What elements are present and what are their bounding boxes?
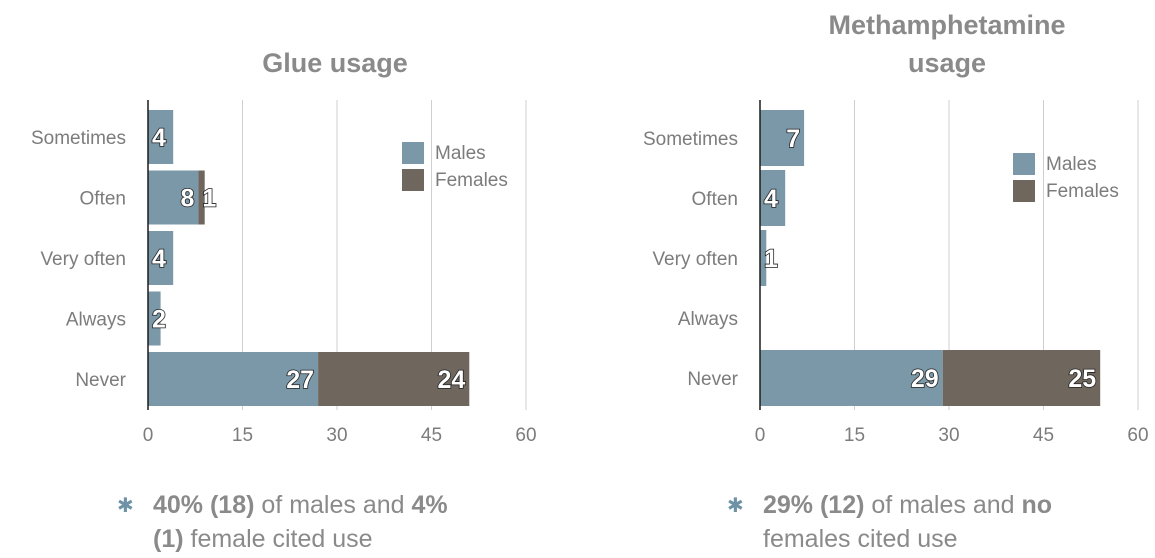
bar-males bbox=[148, 170, 199, 225]
note-text-1: of males and bbox=[254, 491, 412, 519]
note-text-2: females cited use bbox=[763, 525, 958, 553]
chart-title: Glue usage bbox=[140, 44, 530, 82]
x-tick-label: 60 bbox=[515, 425, 536, 446]
legend-label: Females bbox=[1046, 181, 1119, 202]
data-label: 25 bbox=[1068, 365, 1096, 393]
bar-females bbox=[198, 170, 205, 225]
category-label: Always bbox=[678, 309, 738, 330]
bar-females bbox=[318, 352, 470, 406]
x-tick-label: 60 bbox=[1127, 425, 1148, 446]
bar-males bbox=[760, 230, 767, 286]
x-tick-label: 30 bbox=[326, 425, 347, 446]
x-tick-label: 0 bbox=[143, 425, 154, 446]
bar-males bbox=[148, 352, 319, 406]
methamphetamine-usage-chart: 7 4 1 29 25 Sometimes Often Very often Always Nev… bbox=[643, 100, 1149, 446]
category-label: Always bbox=[66, 310, 126, 331]
note-line-1: 29% (12) of males and no bbox=[763, 486, 1052, 524]
legend-swatch-males bbox=[402, 142, 424, 164]
bar-males bbox=[148, 110, 174, 164]
glue-usage-chart: 4 8 1 4 2 27 24 Sometimes Often Very often Always N… bbox=[31, 100, 537, 446]
note-bold-1: 29% (12) bbox=[763, 491, 865, 519]
note-text-2: female cited use bbox=[183, 525, 373, 553]
x-tick-label: 0 bbox=[755, 425, 766, 446]
note-line-2: females cited use bbox=[763, 520, 958, 558]
x-tick-label: 30 bbox=[938, 425, 959, 446]
data-label: 7 bbox=[786, 125, 800, 153]
data-label: 8 bbox=[180, 185, 194, 213]
category-label: Very often bbox=[40, 249, 126, 270]
legend-swatch-females bbox=[1013, 180, 1035, 202]
data-label: 24 bbox=[437, 366, 465, 394]
category-label: Sometimes bbox=[31, 128, 126, 149]
category-label: Very often bbox=[652, 249, 738, 270]
bar-males bbox=[760, 170, 786, 226]
legend-label: Males bbox=[1046, 154, 1097, 175]
data-label: 27 bbox=[286, 366, 314, 394]
data-label: 29 bbox=[911, 365, 939, 393]
category-label: Often bbox=[692, 189, 738, 210]
x-tick-label: 15 bbox=[232, 425, 253, 446]
note-line-2: (1) female cited use bbox=[153, 520, 373, 558]
legend-label: Females bbox=[435, 170, 508, 191]
chart-title-line-1: Methamphetamine bbox=[828, 10, 1066, 40]
category-label: Never bbox=[75, 370, 126, 391]
note-bold-2: no bbox=[1021, 491, 1053, 519]
note-text-1: of males and bbox=[864, 491, 1022, 519]
legend-label: Males bbox=[435, 143, 486, 164]
category-label: Sometimes bbox=[643, 129, 738, 150]
bar-males bbox=[760, 110, 805, 166]
chart-title-line-2: usage bbox=[907, 48, 987, 78]
data-label: 4 bbox=[764, 185, 778, 213]
category-label: Never bbox=[687, 369, 738, 390]
bullet-icon: ✱ bbox=[117, 495, 134, 517]
bar-males bbox=[148, 291, 161, 346]
bar-males bbox=[148, 231, 174, 285]
note-bold-1: 40% (18) bbox=[153, 491, 255, 519]
note-bold-3: (1) bbox=[153, 525, 184, 553]
x-tick-label: 45 bbox=[1033, 425, 1054, 446]
note-line-1: 40% (18) of males and 4% bbox=[153, 486, 448, 524]
chart-title: Methamphetamine usage bbox=[737, 6, 1155, 82]
note-bold-2: 4% bbox=[411, 491, 448, 519]
x-tick-label: 15 bbox=[844, 425, 865, 446]
x-tick-label: 45 bbox=[421, 425, 442, 446]
bar-males bbox=[760, 350, 943, 406]
methamphetamine-usage-panel: Methamphetamine usage 7 4 1 29 25 Sometimes Of… bbox=[577, 0, 1155, 557]
category-label: Often bbox=[80, 189, 126, 210]
data-label: 1 bbox=[202, 185, 216, 213]
chart-title-line-1: Glue usage bbox=[262, 48, 408, 78]
bar-females bbox=[942, 350, 1101, 406]
data-label: 1 bbox=[764, 245, 778, 273]
bullet-icon: ✱ bbox=[727, 495, 744, 517]
data-label: 4 bbox=[152, 245, 166, 273]
data-label: 4 bbox=[152, 124, 166, 152]
legend-swatch-females bbox=[402, 169, 424, 191]
legend-swatch-males bbox=[1013, 153, 1035, 175]
glue-usage-panel: Glue usage 4 8 1 4 2 27 24 Sometimes Often Very o… bbox=[0, 0, 577, 557]
data-label: 2 bbox=[152, 306, 166, 334]
